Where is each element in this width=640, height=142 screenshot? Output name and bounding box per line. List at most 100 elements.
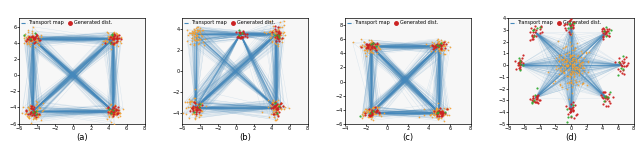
Point [235, 37, 245, 39]
Point [188, 107, 198, 109]
X-axis label: (c): (c) [403, 133, 413, 142]
Point [192, 29, 202, 31]
Point [580, 51, 591, 53]
Point [266, 33, 276, 36]
Point [108, 109, 118, 111]
Point [24, 35, 35, 37]
Point [190, 107, 200, 110]
Point [436, 47, 446, 49]
Point [562, 64, 572, 66]
Point [566, 70, 576, 72]
Point [264, 106, 274, 108]
Point [618, 69, 628, 71]
Point [30, 46, 40, 49]
Point [569, 22, 579, 24]
Point [23, 106, 33, 108]
Point [566, 18, 576, 20]
Point [577, 60, 588, 63]
Point [367, 114, 378, 117]
Point [366, 42, 376, 44]
Point [194, 116, 204, 118]
Point [197, 110, 207, 112]
Point [189, 44, 199, 46]
Point [26, 38, 36, 41]
Point [270, 111, 280, 114]
Point [35, 107, 45, 109]
Point [271, 111, 281, 113]
Point [561, 28, 571, 31]
Point [108, 38, 118, 40]
Point [273, 33, 284, 35]
Point [108, 111, 118, 113]
Point [515, 63, 525, 65]
Point [579, 67, 589, 69]
Point [527, 100, 538, 102]
Point [559, 71, 569, 73]
Point [108, 114, 118, 116]
Point [440, 111, 450, 113]
Point [200, 37, 211, 40]
Point [432, 46, 442, 48]
Point [102, 36, 113, 39]
Point [271, 106, 282, 108]
Point [360, 46, 371, 49]
Point [36, 118, 47, 121]
Point [371, 113, 381, 115]
Point [430, 46, 440, 49]
Point [107, 36, 117, 39]
Point [362, 109, 372, 111]
Point [188, 111, 198, 114]
Point [527, 99, 537, 101]
Point [191, 35, 201, 37]
Point [109, 37, 119, 39]
Point [567, 63, 577, 65]
Point [376, 114, 386, 117]
Point [235, 32, 245, 34]
Point [24, 109, 34, 111]
Point [188, 105, 198, 107]
Point [110, 104, 120, 107]
Point [572, 55, 582, 58]
Point [271, 108, 281, 110]
Point [358, 45, 369, 47]
Point [24, 36, 35, 38]
Point [601, 105, 611, 107]
Point [514, 62, 524, 64]
Point [108, 34, 118, 36]
Point [428, 111, 438, 113]
Point [29, 114, 40, 116]
Point [238, 32, 248, 34]
Point [195, 38, 205, 40]
Point [569, 61, 579, 63]
Point [379, 112, 389, 115]
Point [21, 36, 31, 38]
Point [573, 53, 583, 56]
Point [510, 60, 520, 62]
Point [361, 110, 371, 112]
Point [426, 112, 436, 115]
Point [28, 111, 38, 114]
Point [239, 35, 250, 37]
Point [113, 35, 123, 37]
Point [236, 32, 246, 34]
Point [26, 40, 36, 43]
Point [566, 108, 576, 110]
Point [189, 109, 200, 111]
Point [369, 113, 379, 115]
Point [192, 109, 202, 111]
Point [17, 112, 27, 114]
Point [369, 47, 379, 49]
Point [111, 32, 122, 34]
Point [180, 101, 190, 103]
Point [357, 43, 367, 46]
Point [602, 96, 612, 99]
Point [106, 37, 116, 39]
Point [566, 58, 577, 60]
Point [192, 106, 202, 108]
Point [31, 116, 42, 118]
Point [194, 107, 204, 110]
Point [110, 42, 120, 44]
Point [189, 42, 199, 45]
Point [185, 110, 195, 112]
Point [109, 33, 119, 35]
